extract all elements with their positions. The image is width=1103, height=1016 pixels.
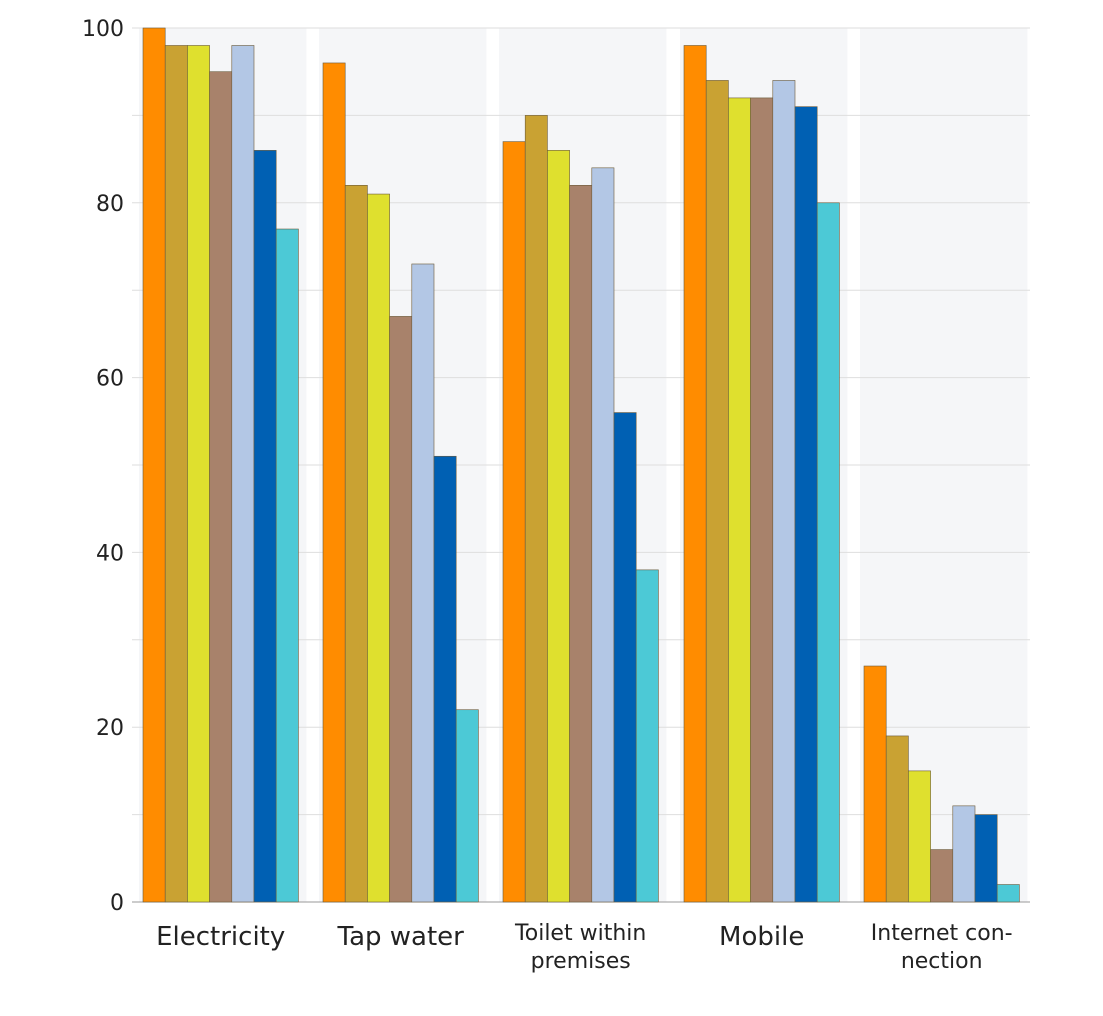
bar xyxy=(591,167,615,903)
x-category-label: Toilet within xyxy=(514,921,646,946)
bar xyxy=(705,80,729,903)
x-category-label: Mobile xyxy=(719,922,804,952)
x-axis-labels: Electricity Tap water Toilet within premise… xyxy=(156,921,1012,974)
y-tick-label: 100 xyxy=(82,17,124,42)
bar xyxy=(547,150,570,903)
x-category-label: Internet con- xyxy=(871,921,1013,946)
bar xyxy=(209,71,233,903)
bar xyxy=(952,805,976,903)
bar xyxy=(502,141,526,903)
bar xyxy=(974,814,998,903)
bar xyxy=(344,185,368,903)
bar xyxy=(253,150,277,903)
bar xyxy=(613,412,637,903)
bar xyxy=(433,455,457,903)
bar xyxy=(635,569,659,903)
bars xyxy=(142,27,1020,903)
bar xyxy=(367,193,390,903)
bar xyxy=(455,709,479,903)
bar xyxy=(885,735,909,903)
x-category-label: Electricity xyxy=(156,922,285,952)
y-axis-ticks: 0 20 40 60 80 100 xyxy=(82,17,124,916)
y-tick-label: 80 xyxy=(96,192,124,217)
bar xyxy=(772,80,796,903)
bar xyxy=(524,115,548,903)
y-tick-label: 40 xyxy=(96,541,124,566)
bar xyxy=(794,106,818,903)
bar xyxy=(142,27,166,903)
y-tick-label: 20 xyxy=(96,716,124,741)
bar xyxy=(908,770,931,903)
y-tick-label: 0 xyxy=(110,891,124,916)
x-category-label: nection xyxy=(901,949,983,974)
bar xyxy=(569,185,593,903)
bar xyxy=(322,62,346,903)
y-tick-label: 60 xyxy=(96,367,124,392)
bar xyxy=(863,665,887,903)
bar xyxy=(930,849,954,903)
bar xyxy=(389,316,413,903)
bar xyxy=(164,45,188,903)
bar xyxy=(728,97,751,903)
bar xyxy=(996,884,1020,903)
bar xyxy=(275,228,299,903)
bar xyxy=(411,263,435,903)
bar xyxy=(816,202,840,903)
bar xyxy=(187,45,210,903)
bar xyxy=(750,97,774,903)
x-category-label: premises xyxy=(531,949,631,974)
bar xyxy=(683,45,707,903)
bar xyxy=(231,45,255,903)
x-category-label: Tap water xyxy=(337,922,465,952)
